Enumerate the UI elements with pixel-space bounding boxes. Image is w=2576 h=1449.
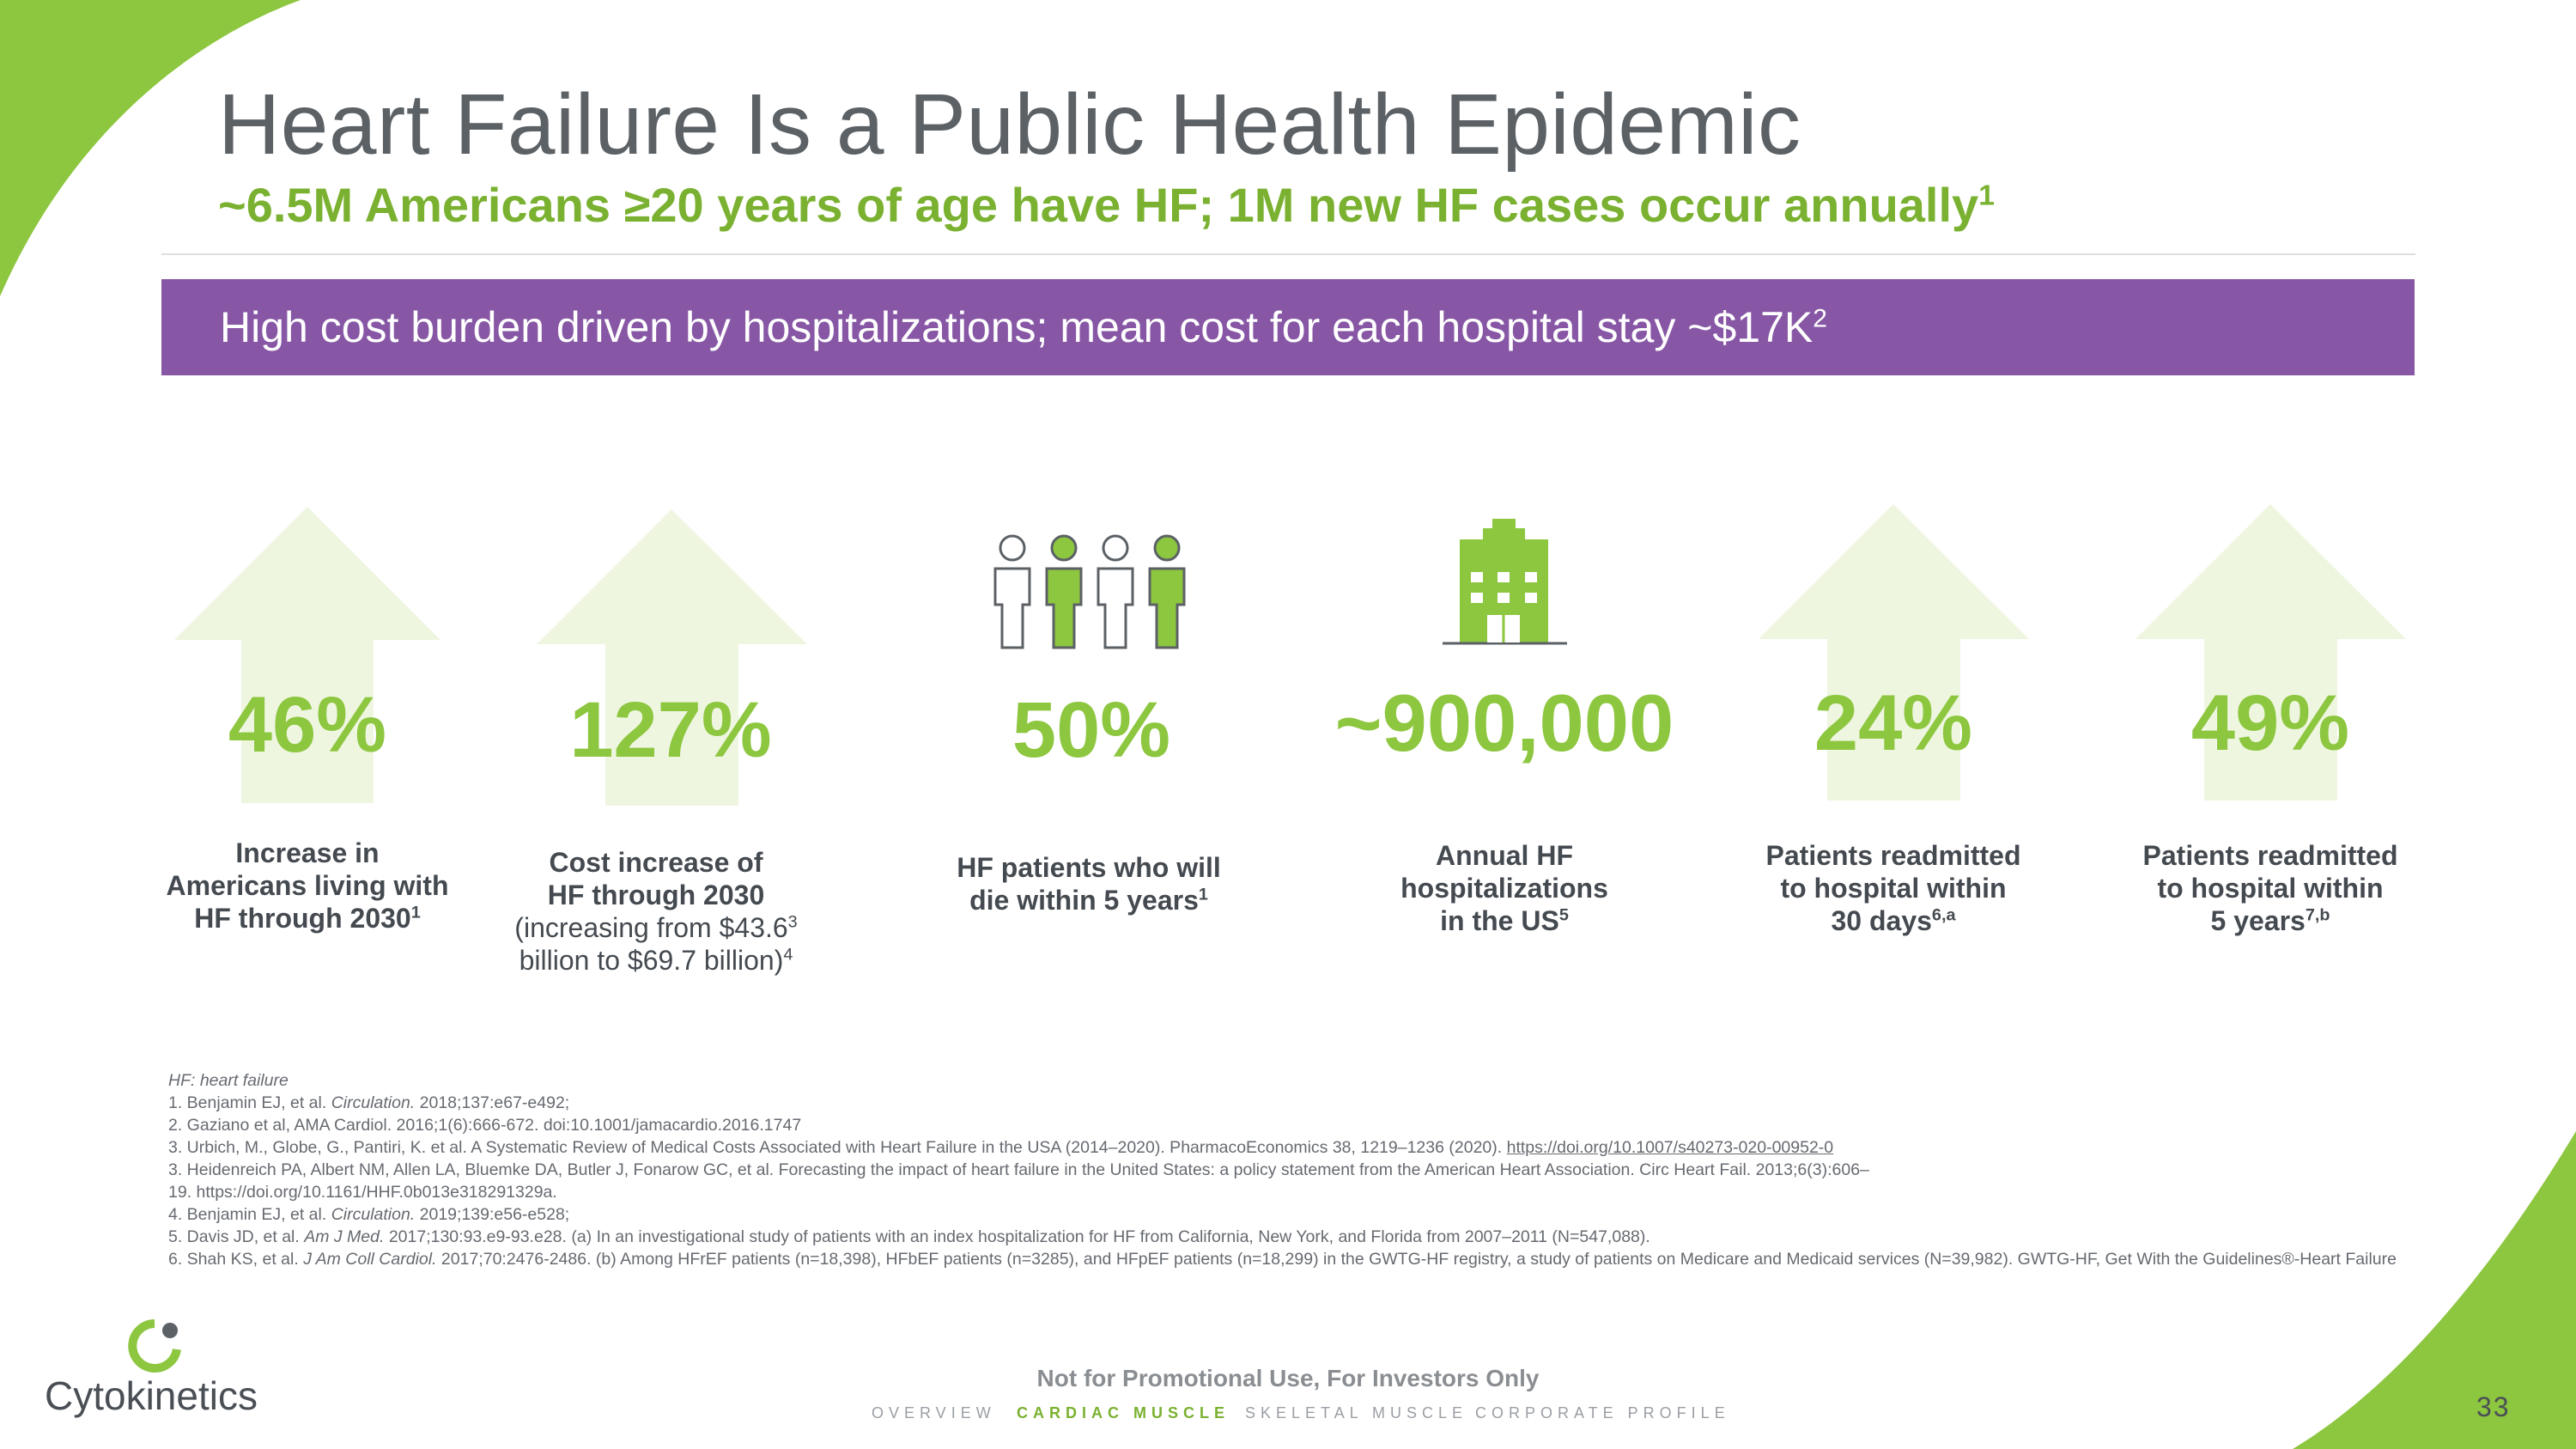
- footnote-text: 2019;139:e56-e528;: [415, 1205, 570, 1224]
- stat-value: 127%: [569, 686, 772, 774]
- footnote-ref: 2. Gaziano et al, AMA Cardiol. 2016;1(6)…: [168, 1116, 802, 1135]
- footnote-abbreviation: HF: heart failure: [168, 1069, 2470, 1092]
- footnote-text: HF: heart failure: [168, 1071, 289, 1090]
- footnote-doi-link[interactable]: https://doi.org/10.1007/s40273-020-00952…: [1506, 1138, 1834, 1157]
- footnote-ref: 5. Davis JD, et al. Am J Med. 2017;130:9…: [168, 1226, 2470, 1248]
- subtitle-superscript: 1: [1978, 180, 1995, 212]
- arrow-up-icon: [2136, 504, 2406, 801]
- label-line: in the US5: [1333, 904, 1676, 937]
- stat-value: 46%: [228, 681, 387, 769]
- nav-cardiac-muscle[interactable]: CARDIAC MUSCLE: [1017, 1404, 1230, 1422]
- corner-decoration-top-left: [0, 0, 301, 296]
- stat-value: 50%: [1012, 686, 1171, 774]
- footnotes: HF: heart failure 1. Benjamin EJ, et al.…: [168, 1069, 2470, 1270]
- label-text: HF through 2030: [194, 903, 411, 934]
- label-text: 5 years: [2210, 905, 2306, 936]
- page-number: 33: [2476, 1391, 2511, 1422]
- footnote-journal: Circulation.: [331, 1093, 416, 1112]
- stat-label: Increase in Americans living with HF thr…: [136, 837, 479, 935]
- hospital-icon: [1443, 519, 1567, 645]
- label-text: 30 days: [1831, 905, 1932, 936]
- arrow-up-icon: [537, 509, 807, 806]
- footnote-ref: 4. Benjamin EJ, et al. Circulation. 2019…: [168, 1203, 2470, 1226]
- stat-label: Annual HF hospitalizations in the US5: [1333, 839, 1676, 937]
- footnote-ref: 1. Benjamin EJ, et al. Circulation. 2018…: [168, 1092, 2470, 1114]
- footnote-ref: 6. Shah KS, et al. J Am Coll Cardiol. 20…: [168, 1248, 2470, 1270]
- nav-overview[interactable]: OVERVIEW: [872, 1404, 996, 1422]
- footnote-journal: J Am Coll Cardiol.: [303, 1250, 437, 1269]
- label-line: Increase in: [235, 837, 380, 868]
- cost-banner: High cost burden driven by hospitalizati…: [161, 279, 2415, 375]
- label-superscript: 4: [783, 945, 793, 965]
- cytokinetics-logo-icon: [128, 1319, 181, 1373]
- footnote-ref: 19. https://doi.org/10.1161/HHF.0b013e31…: [168, 1183, 557, 1202]
- stat-value: ~900,000: [1334, 678, 1674, 768]
- label-line: HF through 2030: [547, 880, 765, 910]
- page-subtitle: ~6.5M Americans ≥20 years of age have HF…: [218, 177, 1995, 233]
- footnote-text: 3. Urbich, M., Globe, G., Pantiri, K. et…: [168, 1138, 1507, 1157]
- footnote-text: 2018;137:e67-e492;: [415, 1093, 570, 1112]
- stat-label: Patients readmitted to hospital within 5…: [2099, 839, 2442, 937]
- footnote-text: 2017;70:2476-2486. (b) Among HFrEF patie…: [436, 1250, 2397, 1269]
- footnote-journal: Am J Med.: [304, 1227, 385, 1246]
- header-divider: [161, 253, 2415, 255]
- arrow-up-icon: [174, 507, 440, 803]
- page-title: Heart Failure Is a Public Health Epidemi…: [218, 76, 1801, 173]
- subtitle-text: ~6.5M Americans ≥20 years of age have HF…: [218, 178, 1979, 232]
- label-superscript: 7,b: [2305, 905, 2330, 925]
- stat-label: Cost increase of HF through 2030 (increa…: [484, 846, 828, 977]
- label-superscript: 1: [410, 903, 421, 922]
- label-text: in the US: [1440, 905, 1559, 936]
- label-text: die within 5 years: [969, 885, 1199, 916]
- stat-label: HF patients who will die within 5 years1: [917, 851, 1261, 916]
- label-text: (increasing from $43.6: [514, 912, 788, 943]
- footnote-journal: Circulation.: [331, 1205, 416, 1224]
- stat-label: Patients readmitted to hospital within 3…: [1722, 839, 2065, 937]
- label-line: 30 days6,a: [1722, 904, 2065, 937]
- footnote-text: 4. Benjamin EJ, et al.: [168, 1205, 331, 1224]
- label-superscript: 1: [1198, 885, 1208, 904]
- stat-value: 24%: [1814, 679, 1973, 767]
- label-line: Patients readmitted: [2142, 840, 2398, 871]
- banner-superscript: 2: [1813, 304, 1827, 333]
- label-line: to hospital within: [2157, 873, 2384, 904]
- footnote-ref: 3. Urbich, M., Globe, G., Pantiri, K. et…: [168, 1136, 2470, 1159]
- label-line: HF patients who will: [957, 852, 1221, 883]
- label-superscript: 3: [787, 912, 798, 932]
- label-text: billion to $69.7 billion): [519, 945, 784, 976]
- corner-decoration-bottom-right: [2293, 1131, 2576, 1449]
- disclaimer: Not for Promotional Use, For Investors O…: [1036, 1365, 1540, 1391]
- label-line: hospitalizations: [1400, 873, 1608, 904]
- label-line: to hospital within: [1780, 873, 2007, 904]
- company-logo-text: Cytokinetics: [45, 1373, 258, 1418]
- footnote-text: 1. Benjamin EJ, et al.: [168, 1093, 331, 1112]
- people-icon: [993, 534, 1186, 649]
- label-superscript: 6,a: [1931, 905, 1956, 925]
- footnote-ref: 3. Heidenreich PA, Albert NM, Allen LA, …: [168, 1160, 1869, 1179]
- label-line: HF through 20301: [136, 902, 479, 935]
- label-line: die within 5 years1: [917, 884, 1261, 916]
- label-line: Annual HF: [1436, 840, 1573, 871]
- label-line: Americans living with: [166, 870, 449, 901]
- footnote-text: 5. Davis JD, et al.: [168, 1227, 305, 1246]
- banner-text: High cost burden driven by hospitalizati…: [220, 303, 1814, 351]
- label-line: 5 years7,b: [2099, 904, 2442, 937]
- stat-value: 49%: [2190, 679, 2350, 767]
- footnote-text: 2017;130:93.e9-93.e28. (a) In an investi…: [384, 1227, 1650, 1246]
- arrow-up-icon: [1759, 504, 2029, 801]
- label-line: (increasing from $43.63: [484, 911, 828, 944]
- footnote-text: 6. Shah KS, et al.: [168, 1250, 304, 1269]
- label-line: billion to $69.7 billion)4: [484, 944, 828, 977]
- label-superscript: 5: [1558, 905, 1569, 925]
- label-line: Patients readmitted: [1765, 840, 2021, 871]
- nav-skeletal-muscle[interactable]: SKELETAL MUSCLE: [1245, 1404, 1468, 1422]
- label-line: Cost increase of: [549, 847, 763, 878]
- nav-corporate-profile[interactable]: CORPORATE PROFILE: [1475, 1404, 1730, 1422]
